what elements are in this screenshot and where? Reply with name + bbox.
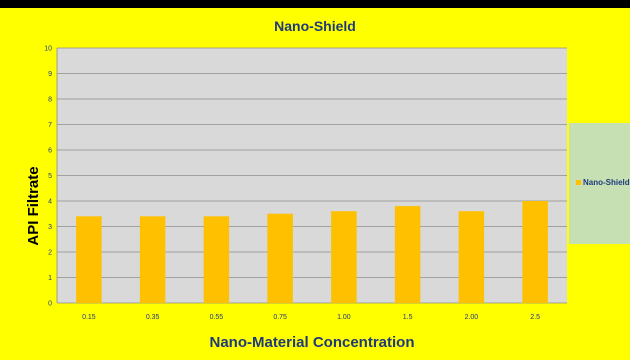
bar	[522, 201, 548, 303]
x-tick-label: 0.35	[146, 314, 160, 321]
chart-title: Nano-Shield	[274, 18, 356, 34]
y-tick-label: 9	[48, 71, 52, 78]
x-tick-label: 2.00	[465, 314, 479, 321]
y-tick-label: 6	[48, 148, 52, 155]
x-axis-label: Nano-Material Concentration	[209, 334, 414, 351]
y-tick-label: 4	[48, 199, 52, 206]
y-tick-label: 10	[44, 46, 52, 53]
bars	[76, 201, 548, 303]
y-tick-label: 7	[48, 122, 52, 129]
legend: Nano-Shield	[569, 123, 630, 244]
bar	[458, 211, 485, 303]
bar	[331, 211, 357, 303]
bar	[394, 206, 421, 303]
x-tick-label: 2.5	[530, 314, 540, 321]
y-tick-label: 3	[48, 224, 52, 231]
x-tick-label: 1.5	[403, 314, 413, 321]
bar	[203, 216, 230, 303]
legend-swatch	[576, 180, 581, 185]
bar	[76, 216, 102, 303]
legend-label: Nano-Shield	[583, 178, 630, 187]
x-tick-label: 1.00	[337, 314, 351, 321]
bar	[267, 213, 293, 303]
y-tick-label: 8	[48, 97, 52, 104]
y-axis-label: API Filtrate	[25, 166, 42, 245]
top-black-bar	[0, 0, 630, 8]
y-tick-label: 2	[48, 250, 52, 257]
bar	[139, 216, 166, 303]
y-axis-ticks: 0 1 2 3 4 5 6 7 8 9 10	[44, 46, 52, 308]
x-axis-ticks: 0.15 0.35 0.55 0.75 1.00 1.5 2.00 2.5	[82, 314, 540, 321]
x-tick-label: 0.15	[82, 314, 96, 321]
y-tick-label: 5	[48, 173, 52, 180]
y-tick-label: 0	[48, 301, 52, 308]
x-tick-label: 0.55	[210, 314, 224, 321]
x-tick-label: 0.75	[273, 314, 287, 321]
y-tick-label: 1	[48, 275, 52, 282]
